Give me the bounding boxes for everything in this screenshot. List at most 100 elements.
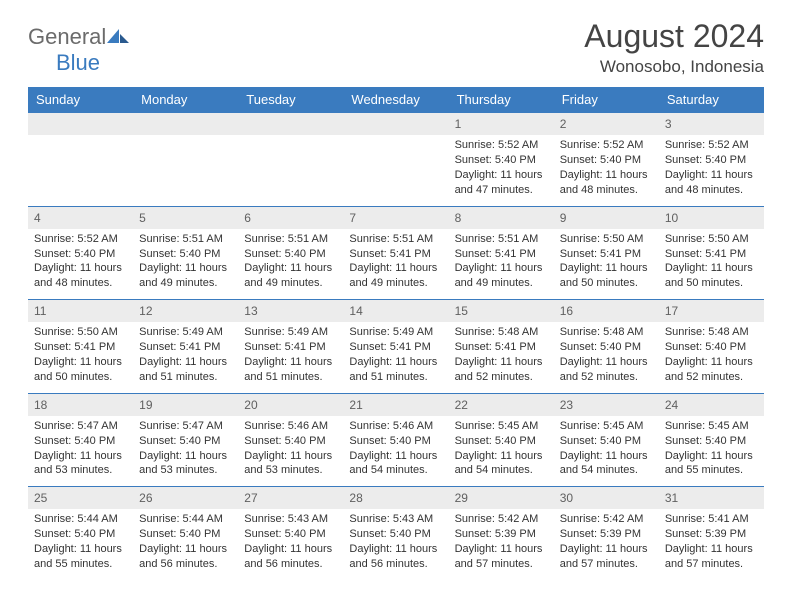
calendar-table: SundayMondayTuesdayWednesdayThursdayFrid… <box>28 87 764 580</box>
calendar-day-cell: 23Sunrise: 5:45 AMSunset: 5:40 PMDayligh… <box>554 393 659 487</box>
day-number <box>28 113 133 135</box>
calendar-day-cell: 27Sunrise: 5:43 AMSunset: 5:40 PMDayligh… <box>238 487 343 580</box>
day-number: 16 <box>554 300 659 322</box>
day-number: 7 <box>343 207 448 229</box>
calendar-day-cell: 1Sunrise: 5:52 AMSunset: 5:40 PMDaylight… <box>449 113 554 207</box>
day-details: Sunrise: 5:43 AMSunset: 5:40 PMDaylight:… <box>238 509 343 579</box>
day-number: 8 <box>449 207 554 229</box>
day-number: 15 <box>449 300 554 322</box>
day-number: 13 <box>238 300 343 322</box>
day-number: 5 <box>133 207 238 229</box>
day-number: 10 <box>659 207 764 229</box>
day-details: Sunrise: 5:48 AMSunset: 5:40 PMDaylight:… <box>659 322 764 392</box>
calendar-day-cell <box>238 113 343 207</box>
calendar-day-cell: 19Sunrise: 5:47 AMSunset: 5:40 PMDayligh… <box>133 393 238 487</box>
calendar-day-cell: 8Sunrise: 5:51 AMSunset: 5:41 PMDaylight… <box>449 206 554 300</box>
calendar-day-cell: 21Sunrise: 5:46 AMSunset: 5:40 PMDayligh… <box>343 393 448 487</box>
day-number: 6 <box>238 207 343 229</box>
day-details: Sunrise: 5:46 AMSunset: 5:40 PMDaylight:… <box>238 416 343 486</box>
calendar-day-cell: 3Sunrise: 5:52 AMSunset: 5:40 PMDaylight… <box>659 113 764 207</box>
day-details: Sunrise: 5:47 AMSunset: 5:40 PMDaylight:… <box>133 416 238 486</box>
day-number <box>133 113 238 135</box>
day-number: 11 <box>28 300 133 322</box>
day-details: Sunrise: 5:42 AMSunset: 5:39 PMDaylight:… <box>554 509 659 579</box>
calendar-day-cell: 31Sunrise: 5:41 AMSunset: 5:39 PMDayligh… <box>659 487 764 580</box>
day-number: 22 <box>449 394 554 416</box>
day-number <box>238 113 343 135</box>
day-details: Sunrise: 5:51 AMSunset: 5:41 PMDaylight:… <box>449 229 554 299</box>
day-details: Sunrise: 5:51 AMSunset: 5:40 PMDaylight:… <box>133 229 238 299</box>
weekday-header: Saturday <box>659 87 764 113</box>
calendar-day-cell: 18Sunrise: 5:47 AMSunset: 5:40 PMDayligh… <box>28 393 133 487</box>
weekday-header: Sunday <box>28 87 133 113</box>
day-details: Sunrise: 5:51 AMSunset: 5:40 PMDaylight:… <box>238 229 343 299</box>
day-details: Sunrise: 5:48 AMSunset: 5:41 PMDaylight:… <box>449 322 554 392</box>
day-details: Sunrise: 5:45 AMSunset: 5:40 PMDaylight:… <box>659 416 764 486</box>
day-details: Sunrise: 5:52 AMSunset: 5:40 PMDaylight:… <box>28 229 133 299</box>
day-details: Sunrise: 5:49 AMSunset: 5:41 PMDaylight:… <box>238 322 343 392</box>
calendar-day-cell: 5Sunrise: 5:51 AMSunset: 5:40 PMDaylight… <box>133 206 238 300</box>
calendar-day-cell: 7Sunrise: 5:51 AMSunset: 5:41 PMDaylight… <box>343 206 448 300</box>
calendar-day-cell <box>133 113 238 207</box>
weekday-header: Monday <box>133 87 238 113</box>
day-details: Sunrise: 5:52 AMSunset: 5:40 PMDaylight:… <box>659 135 764 205</box>
day-number: 14 <box>343 300 448 322</box>
calendar-day-cell: 22Sunrise: 5:45 AMSunset: 5:40 PMDayligh… <box>449 393 554 487</box>
calendar-day-cell: 14Sunrise: 5:49 AMSunset: 5:41 PMDayligh… <box>343 300 448 394</box>
day-details: Sunrise: 5:50 AMSunset: 5:41 PMDaylight:… <box>28 322 133 392</box>
day-details: Sunrise: 5:49 AMSunset: 5:41 PMDaylight:… <box>343 322 448 392</box>
calendar-week-row: 1Sunrise: 5:52 AMSunset: 5:40 PMDaylight… <box>28 113 764 207</box>
day-number: 21 <box>343 394 448 416</box>
calendar-day-cell: 13Sunrise: 5:49 AMSunset: 5:41 PMDayligh… <box>238 300 343 394</box>
header: GeneralBlue August 2024 Wonosobo, Indone… <box>28 18 764 77</box>
day-number: 30 <box>554 487 659 509</box>
day-number: 12 <box>133 300 238 322</box>
day-number: 19 <box>133 394 238 416</box>
day-number: 18 <box>28 394 133 416</box>
calendar-header-row: SundayMondayTuesdayWednesdayThursdayFrid… <box>28 87 764 113</box>
month-title: August 2024 <box>584 18 764 55</box>
calendar-day-cell: 25Sunrise: 5:44 AMSunset: 5:40 PMDayligh… <box>28 487 133 580</box>
day-details: Sunrise: 5:42 AMSunset: 5:39 PMDaylight:… <box>449 509 554 579</box>
day-details: Sunrise: 5:47 AMSunset: 5:40 PMDaylight:… <box>28 416 133 486</box>
calendar-day-cell <box>28 113 133 207</box>
calendar-week-row: 25Sunrise: 5:44 AMSunset: 5:40 PMDayligh… <box>28 487 764 580</box>
day-number: 23 <box>554 394 659 416</box>
calendar-day-cell: 30Sunrise: 5:42 AMSunset: 5:39 PMDayligh… <box>554 487 659 580</box>
day-details: Sunrise: 5:45 AMSunset: 5:40 PMDaylight:… <box>554 416 659 486</box>
calendar-week-row: 18Sunrise: 5:47 AMSunset: 5:40 PMDayligh… <box>28 393 764 487</box>
day-number: 31 <box>659 487 764 509</box>
logo: GeneralBlue <box>28 24 131 76</box>
day-details: Sunrise: 5:50 AMSunset: 5:41 PMDaylight:… <box>659 229 764 299</box>
day-details: Sunrise: 5:49 AMSunset: 5:41 PMDaylight:… <box>133 322 238 392</box>
calendar-day-cell: 6Sunrise: 5:51 AMSunset: 5:40 PMDaylight… <box>238 206 343 300</box>
calendar-day-cell: 2Sunrise: 5:52 AMSunset: 5:40 PMDaylight… <box>554 113 659 207</box>
logo-sail-icon <box>107 27 131 50</box>
day-details: Sunrise: 5:52 AMSunset: 5:40 PMDaylight:… <box>554 135 659 205</box>
calendar-day-cell: 24Sunrise: 5:45 AMSunset: 5:40 PMDayligh… <box>659 393 764 487</box>
day-number: 27 <box>238 487 343 509</box>
day-details: Sunrise: 5:44 AMSunset: 5:40 PMDaylight:… <box>28 509 133 579</box>
day-details: Sunrise: 5:44 AMSunset: 5:40 PMDaylight:… <box>133 509 238 579</box>
calendar-day-cell: 28Sunrise: 5:43 AMSunset: 5:40 PMDayligh… <box>343 487 448 580</box>
day-number: 1 <box>449 113 554 135</box>
weekday-header: Thursday <box>449 87 554 113</box>
day-number: 20 <box>238 394 343 416</box>
calendar-day-cell: 20Sunrise: 5:46 AMSunset: 5:40 PMDayligh… <box>238 393 343 487</box>
day-details: Sunrise: 5:43 AMSunset: 5:40 PMDaylight:… <box>343 509 448 579</box>
day-number <box>343 113 448 135</box>
day-details: Sunrise: 5:51 AMSunset: 5:41 PMDaylight:… <box>343 229 448 299</box>
weekday-header: Tuesday <box>238 87 343 113</box>
calendar-day-cell: 15Sunrise: 5:48 AMSunset: 5:41 PMDayligh… <box>449 300 554 394</box>
calendar-day-cell: 9Sunrise: 5:50 AMSunset: 5:41 PMDaylight… <box>554 206 659 300</box>
calendar-day-cell: 17Sunrise: 5:48 AMSunset: 5:40 PMDayligh… <box>659 300 764 394</box>
day-details: Sunrise: 5:50 AMSunset: 5:41 PMDaylight:… <box>554 229 659 299</box>
day-number: 9 <box>554 207 659 229</box>
calendar-day-cell: 26Sunrise: 5:44 AMSunset: 5:40 PMDayligh… <box>133 487 238 580</box>
calendar-day-cell: 16Sunrise: 5:48 AMSunset: 5:40 PMDayligh… <box>554 300 659 394</box>
calendar-day-cell: 29Sunrise: 5:42 AMSunset: 5:39 PMDayligh… <box>449 487 554 580</box>
calendar-day-cell: 11Sunrise: 5:50 AMSunset: 5:41 PMDayligh… <box>28 300 133 394</box>
day-number: 28 <box>343 487 448 509</box>
logo-text-blue: Blue <box>56 50 100 76</box>
logo-text-general: General <box>28 24 106 50</box>
